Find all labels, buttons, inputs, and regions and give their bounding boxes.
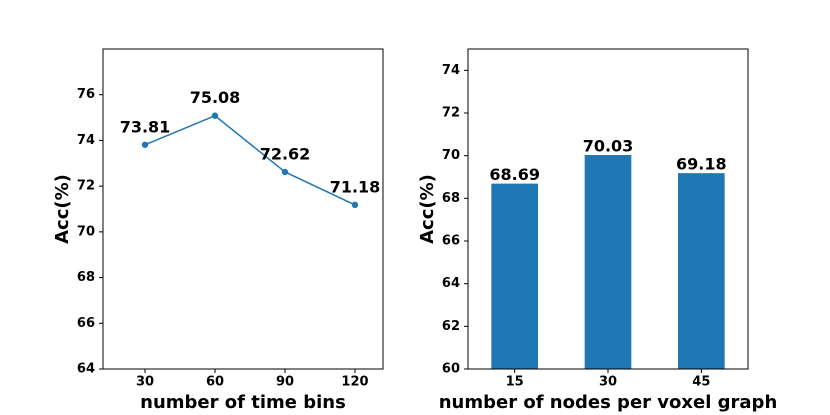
data-label: 70.03 xyxy=(583,137,634,156)
y-axis-label: Acc(%) xyxy=(417,174,438,244)
point xyxy=(211,112,219,119)
x-axis-label: number of time bins xyxy=(140,392,346,413)
y-tick-label: 64 xyxy=(442,276,460,291)
y-tick-label: 60 xyxy=(442,362,460,377)
data-label: 71.18 xyxy=(330,177,381,196)
x-tick-label: 45 xyxy=(692,375,710,390)
y-tick-label: 68 xyxy=(77,270,95,285)
x-tick-label: 60 xyxy=(206,375,224,390)
y-tick-label: 70 xyxy=(77,224,95,239)
y-tick-label: 76 xyxy=(77,87,95,102)
bar xyxy=(678,173,725,369)
axes-frame xyxy=(467,48,749,370)
point xyxy=(141,141,149,148)
y-tick-label: 62 xyxy=(442,319,460,334)
y-tick-label: 66 xyxy=(442,234,460,249)
line xyxy=(144,114,356,206)
data-label: 75.08 xyxy=(190,88,241,107)
y-tick-label: 74 xyxy=(442,63,460,78)
y-tick-label: 70 xyxy=(442,148,460,163)
point xyxy=(281,168,289,176)
data-label: 73.81 xyxy=(120,117,171,136)
bar xyxy=(584,155,632,369)
x-tick-label: 90 xyxy=(276,375,294,390)
x-tick-label: 15 xyxy=(506,375,524,390)
y-tick-label: 74 xyxy=(77,133,95,148)
y-tick-label: 68 xyxy=(442,191,460,206)
y-tick-label: 72 xyxy=(77,179,95,194)
x-axis-label: number of nodes per voxel graph xyxy=(439,392,778,413)
x-tick-label: 30 xyxy=(136,375,154,390)
data-label: 69.18 xyxy=(676,155,727,174)
data-label: 72.62 xyxy=(260,144,311,163)
y-axis-label: Acc(%) xyxy=(52,174,73,244)
y-tick-label: 72 xyxy=(442,106,460,121)
axes-frame xyxy=(102,48,384,370)
x-tick-label: 30 xyxy=(599,375,617,390)
x-tick-label: 120 xyxy=(341,375,368,390)
bar xyxy=(491,183,538,369)
y-tick-label: 66 xyxy=(77,316,95,331)
point xyxy=(351,201,359,209)
data-label: 68.69 xyxy=(489,165,540,184)
y-tick-label: 64 xyxy=(77,362,95,377)
